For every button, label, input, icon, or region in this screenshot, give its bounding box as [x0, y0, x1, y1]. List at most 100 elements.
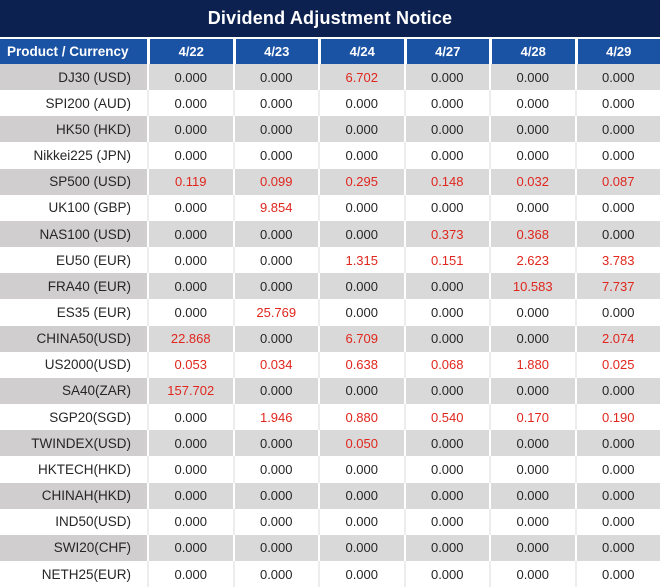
product-cell: Nikkei225 (JPN): [0, 142, 147, 169]
table-row: SP500 (USD) 0.119 0.099 0.295 0.148 0.032 0.08…: [0, 168, 660, 195]
dividend-value-cell: 0.000: [574, 142, 660, 169]
dividend-value-cell: 0.000: [232, 430, 318, 457]
dividend-value-cell: 0.000: [574, 482, 660, 509]
dividend-value-cell: 0.000: [318, 534, 404, 561]
dividend-value-cell: 0.000: [318, 194, 404, 221]
dividend-value-cell: 0.000: [574, 508, 660, 535]
table-row: HK50 (HKD) 0.000 0.000 0.000 0.000 0.000 0.000: [0, 116, 660, 143]
table-row: HKTECH(HKD) 0.000 0.000 0.000 0.000 0.000 0.00…: [0, 456, 660, 483]
product-cell: HKTECH(HKD): [0, 456, 147, 483]
product-cell: SWI20(CHF): [0, 534, 147, 561]
dividend-value-cell: 10.583: [489, 273, 575, 300]
dividend-value-cell: 0.373: [403, 220, 489, 248]
dividend-value-cell: 0.000: [403, 64, 489, 91]
dividend-value-cell: 0.000: [318, 377, 404, 405]
dividend-value-cell: 0.000: [232, 560, 318, 587]
product-cell: NETH25(EUR): [0, 560, 147, 587]
dividend-value-cell: 7.737: [574, 273, 660, 300]
table-row: EU50 (EUR) 0.000 0.000 1.315 0.151 2.623 3.783: [0, 247, 660, 274]
dividend-value-cell: 0.190: [574, 404, 660, 431]
dividend-value-cell: 0.000: [147, 560, 233, 587]
dividend-value-cell: 0.000: [574, 194, 660, 221]
column-header-date: 4/24: [318, 39, 404, 64]
dividend-value-cell: 0.000: [147, 194, 233, 221]
dividend-value-cell: 0.000: [574, 299, 660, 326]
dividend-value-cell: 0.050: [318, 430, 404, 457]
product-cell: SA40(ZAR): [0, 377, 147, 405]
dividend-value-cell: 0.000: [147, 142, 233, 169]
table-row: UK100 (GBP) 0.000 9.854 0.000 0.000 0.000 0.00…: [0, 194, 660, 221]
product-cell: CHINA50(USD): [0, 325, 147, 352]
dividend-value-cell: 0.000: [403, 377, 489, 405]
column-header-date: 4/23: [232, 39, 318, 64]
dividend-value-cell: 0.000: [574, 90, 660, 117]
column-header-date: 4/27: [403, 39, 489, 64]
product-cell: SP500 (USD): [0, 168, 147, 195]
dividend-value-cell: 0.880: [318, 404, 404, 431]
dividend-value-cell: 0.000: [318, 220, 404, 248]
dividend-value-cell: 0.000: [489, 482, 575, 509]
dividend-value-cell: 22.868: [147, 325, 233, 352]
dividend-value-cell: 0.000: [318, 508, 404, 535]
table-row: DJ30 (USD) 0.000 0.000 6.702 0.000 0.000 0.000: [0, 64, 660, 91]
column-header-date: 4/29: [574, 39, 660, 64]
dividend-value-cell: 0.000: [574, 534, 660, 561]
product-cell: NAS100 (USD): [0, 220, 147, 248]
dividend-value-cell: 2.074: [574, 325, 660, 352]
dividend-value-cell: 0.053: [147, 351, 233, 378]
dividend-value-cell: 0.119: [147, 168, 233, 195]
table-row: NAS100 (USD) 0.000 0.000 0.000 0.373 0.368 0.0…: [0, 220, 660, 248]
dividend-value-cell: 0.000: [403, 90, 489, 117]
dividend-value-cell: 0.025: [574, 351, 660, 378]
dividend-value-cell: 1.880: [489, 351, 575, 378]
table-row: ES35 (EUR) 0.000 25.769 0.000 0.000 0.000 0.00…: [0, 299, 660, 326]
table-row: TWINDEX(USD) 0.000 0.000 0.050 0.000 0.000 0.0…: [0, 430, 660, 457]
column-header-product-currency: Product / Currency: [0, 39, 147, 64]
dividend-value-cell: 0.000: [574, 430, 660, 457]
dividend-value-cell: 0.000: [403, 273, 489, 300]
table-row: SWI20(CHF) 0.000 0.000 0.000 0.000 0.000 0.000: [0, 534, 660, 561]
dividend-value-cell: 0.000: [489, 534, 575, 561]
product-cell: SPI200 (AUD): [0, 90, 147, 117]
dividend-value-cell: 0.000: [489, 142, 575, 169]
dividend-value-cell: 0.034: [232, 351, 318, 378]
table-row: Nikkei225 (JPN) 0.000 0.000 0.000 0.000 0.000…: [0, 142, 660, 169]
dividend-value-cell: 0.000: [403, 299, 489, 326]
dividend-value-cell: 0.000: [489, 194, 575, 221]
dividend-value-cell: 0.000: [489, 430, 575, 457]
dividend-value-cell: 0.000: [318, 456, 404, 483]
dividend-value-cell: 0.000: [489, 456, 575, 483]
dividend-value-cell: 0.000: [232, 90, 318, 117]
product-cell: DJ30 (USD): [0, 64, 147, 91]
page-title: Dividend Adjustment Notice: [0, 0, 660, 39]
dividend-value-cell: 0.000: [403, 560, 489, 587]
product-cell: EU50 (EUR): [0, 247, 147, 274]
dividend-value-cell: 0.000: [232, 220, 318, 248]
dividend-value-cell: 0.000: [489, 508, 575, 535]
dividend-value-cell: 0.000: [318, 142, 404, 169]
dividend-value-cell: 0.000: [232, 508, 318, 535]
dividend-value-cell: 0.000: [147, 508, 233, 535]
dividend-value-cell: 0.000: [147, 220, 233, 248]
product-cell: IND50(USD): [0, 508, 147, 535]
dividend-value-cell: 0.000: [232, 64, 318, 91]
dividend-value-cell: 0.000: [489, 90, 575, 117]
dividend-value-cell: 0.000: [489, 116, 575, 143]
product-cell: SGP20(SGD): [0, 404, 147, 431]
dividend-value-cell: 0.000: [232, 456, 318, 483]
dividend-value-cell: 0.000: [489, 377, 575, 405]
dividend-value-cell: 0.000: [232, 116, 318, 143]
table-row: SPI200 (AUD) 0.000 0.000 0.000 0.000 0.000 0.0…: [0, 90, 660, 117]
dividend-value-cell: 0.368: [489, 220, 575, 248]
table-row: SGP20(SGD) 0.000 1.946 0.880 0.540 0.170 0.190: [0, 404, 660, 431]
dividend-value-cell: 0.000: [403, 142, 489, 169]
dividend-value-cell: 0.099: [232, 168, 318, 195]
dividend-value-cell: 1.946: [232, 404, 318, 431]
dividend-value-cell: 0.000: [147, 247, 233, 274]
table-row: SA40(ZAR) 157.702 0.000 0.000 0.000 0.000 0.00…: [0, 377, 660, 405]
dividend-value-cell: 0.000: [147, 64, 233, 91]
dividend-value-cell: 0.000: [574, 377, 660, 405]
dividend-value-cell: 0.000: [318, 116, 404, 143]
dividend-value-cell: 0.000: [232, 377, 318, 405]
